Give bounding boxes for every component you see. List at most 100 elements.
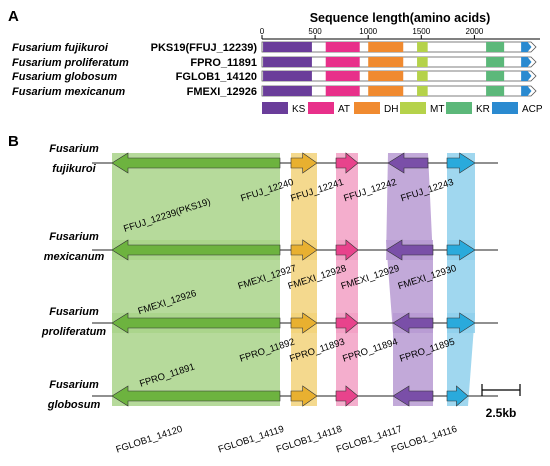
domain-at (325, 42, 360, 52)
domain-kr (486, 71, 505, 81)
gene-arrow (446, 239, 476, 261)
gene-label: FGLOB1_14120 (115, 424, 184, 456)
homology-band (447, 313, 475, 406)
species-label-epithet: mexicanum (44, 251, 105, 263)
homology-band (386, 240, 433, 333)
gene-arrow (290, 312, 318, 334)
species-label-genus: Fusarium (49, 379, 99, 391)
gene-label: FGLOB1_14119 (217, 424, 286, 456)
gene-arrow (446, 385, 469, 407)
homology-band (336, 313, 358, 406)
legend-swatch (308, 102, 334, 114)
gene-arrow (335, 385, 359, 407)
axis-title: Sequence length(amino acids) (310, 11, 491, 25)
axis-tick-label: 1000 (359, 27, 377, 36)
scale-bar-label: 2.5kb (486, 406, 517, 420)
domain-at (325, 71, 360, 81)
panel-b-letter: B (8, 133, 19, 150)
homology-band (291, 240, 317, 333)
gene-arrow (392, 385, 434, 407)
legend-swatch (262, 102, 288, 114)
domain-ks (263, 86, 312, 96)
legend-swatch (400, 102, 426, 114)
homology-bands (112, 153, 475, 406)
gene-arrow (290, 239, 318, 261)
gene-label: FGLOB1_14118 (275, 424, 344, 456)
gene-id-label: FGLOB1_14120 (176, 71, 257, 83)
gene-arrow (446, 312, 476, 334)
species-label-genus: Fusarium (49, 306, 99, 318)
legend-label: ACP (522, 104, 543, 115)
domain-dh (368, 57, 404, 67)
homology-band (336, 240, 358, 333)
species-label-epithet: globosum (47, 399, 101, 411)
legend-label: KS (292, 104, 306, 115)
gene-id-label: PKS19(FFUJ_12239) (151, 42, 258, 54)
domain-dh (368, 42, 404, 52)
domain-mt (417, 86, 428, 96)
species-label-genus: Fusarium (49, 231, 99, 243)
gene-arrow (385, 239, 434, 261)
legend-label: KR (476, 104, 490, 115)
legend-label: MT (430, 104, 444, 115)
gene-arrow (290, 385, 318, 407)
domain-kr (486, 86, 505, 96)
gene-arrow (335, 312, 359, 334)
domain-at (325, 86, 360, 96)
homology-band (112, 313, 280, 406)
panel-a-letter: A (8, 8, 19, 25)
legend-swatch (446, 102, 472, 114)
homology-band (447, 240, 475, 333)
domain-dh (368, 86, 404, 96)
gene-arrow (290, 152, 318, 174)
legend-swatch (492, 102, 518, 114)
species-label: Fusarium proliferatum (12, 57, 129, 69)
domain-ks (263, 42, 312, 52)
axis-ticks: 0 500 1000 1500 2000 (260, 27, 484, 39)
homology-band (291, 313, 317, 406)
gene-arrow (335, 239, 359, 261)
gene-arrow (111, 152, 281, 174)
scale-bar: 2.5kb (481, 384, 521, 420)
gene-arrow (387, 152, 429, 174)
axis-tick-label: 0 (260, 27, 265, 36)
gene-arrow (111, 239, 281, 261)
homology-band (393, 313, 433, 406)
domain-mt (417, 71, 428, 81)
legend-label: DH (384, 104, 398, 115)
domain-acp (521, 57, 532, 67)
homology-band (112, 240, 280, 333)
homology-band (447, 153, 475, 260)
domain-acp (521, 42, 532, 52)
species-label: Fusarium fujikuroi (12, 42, 109, 54)
gene-id-label: FMEXI_12926 (187, 86, 257, 98)
domain-at (325, 57, 360, 67)
gene-id-label: FPRO_11891 (190, 57, 257, 69)
species-label: Fusarium mexicanum (12, 86, 125, 98)
legend-swatch (354, 102, 380, 114)
homology-band (291, 153, 317, 260)
species-label: Fusarium globosum (12, 71, 117, 83)
domain-mt (417, 42, 428, 52)
species-label-epithet: proliferatum (41, 326, 106, 338)
homology-band (386, 153, 433, 260)
gene-arrow (335, 152, 359, 174)
gene-arrow (392, 312, 434, 334)
legend-label: AT (338, 104, 350, 115)
homology-band (336, 153, 358, 260)
species-label-epithet: fujikuroi (52, 163, 96, 175)
homology-band (112, 153, 280, 260)
domain-ks (263, 71, 312, 81)
domain-dh (368, 71, 404, 81)
domain-acp (521, 71, 532, 81)
domain-legend: KS AT DH MT KR ACP (262, 102, 543, 115)
gene-arrow (446, 152, 476, 174)
domain-mt (417, 57, 428, 67)
axis-tick-label: 2000 (466, 27, 484, 36)
axis-tick-label: 500 (308, 27, 322, 36)
protein-rows: Fusarium fujikuroi PKS19(FFUJ_12239) Fusar… (12, 41, 537, 98)
domain-kr (486, 42, 505, 52)
gene-arrow (111, 385, 281, 407)
species-label-genus: Fusarium (49, 143, 99, 155)
